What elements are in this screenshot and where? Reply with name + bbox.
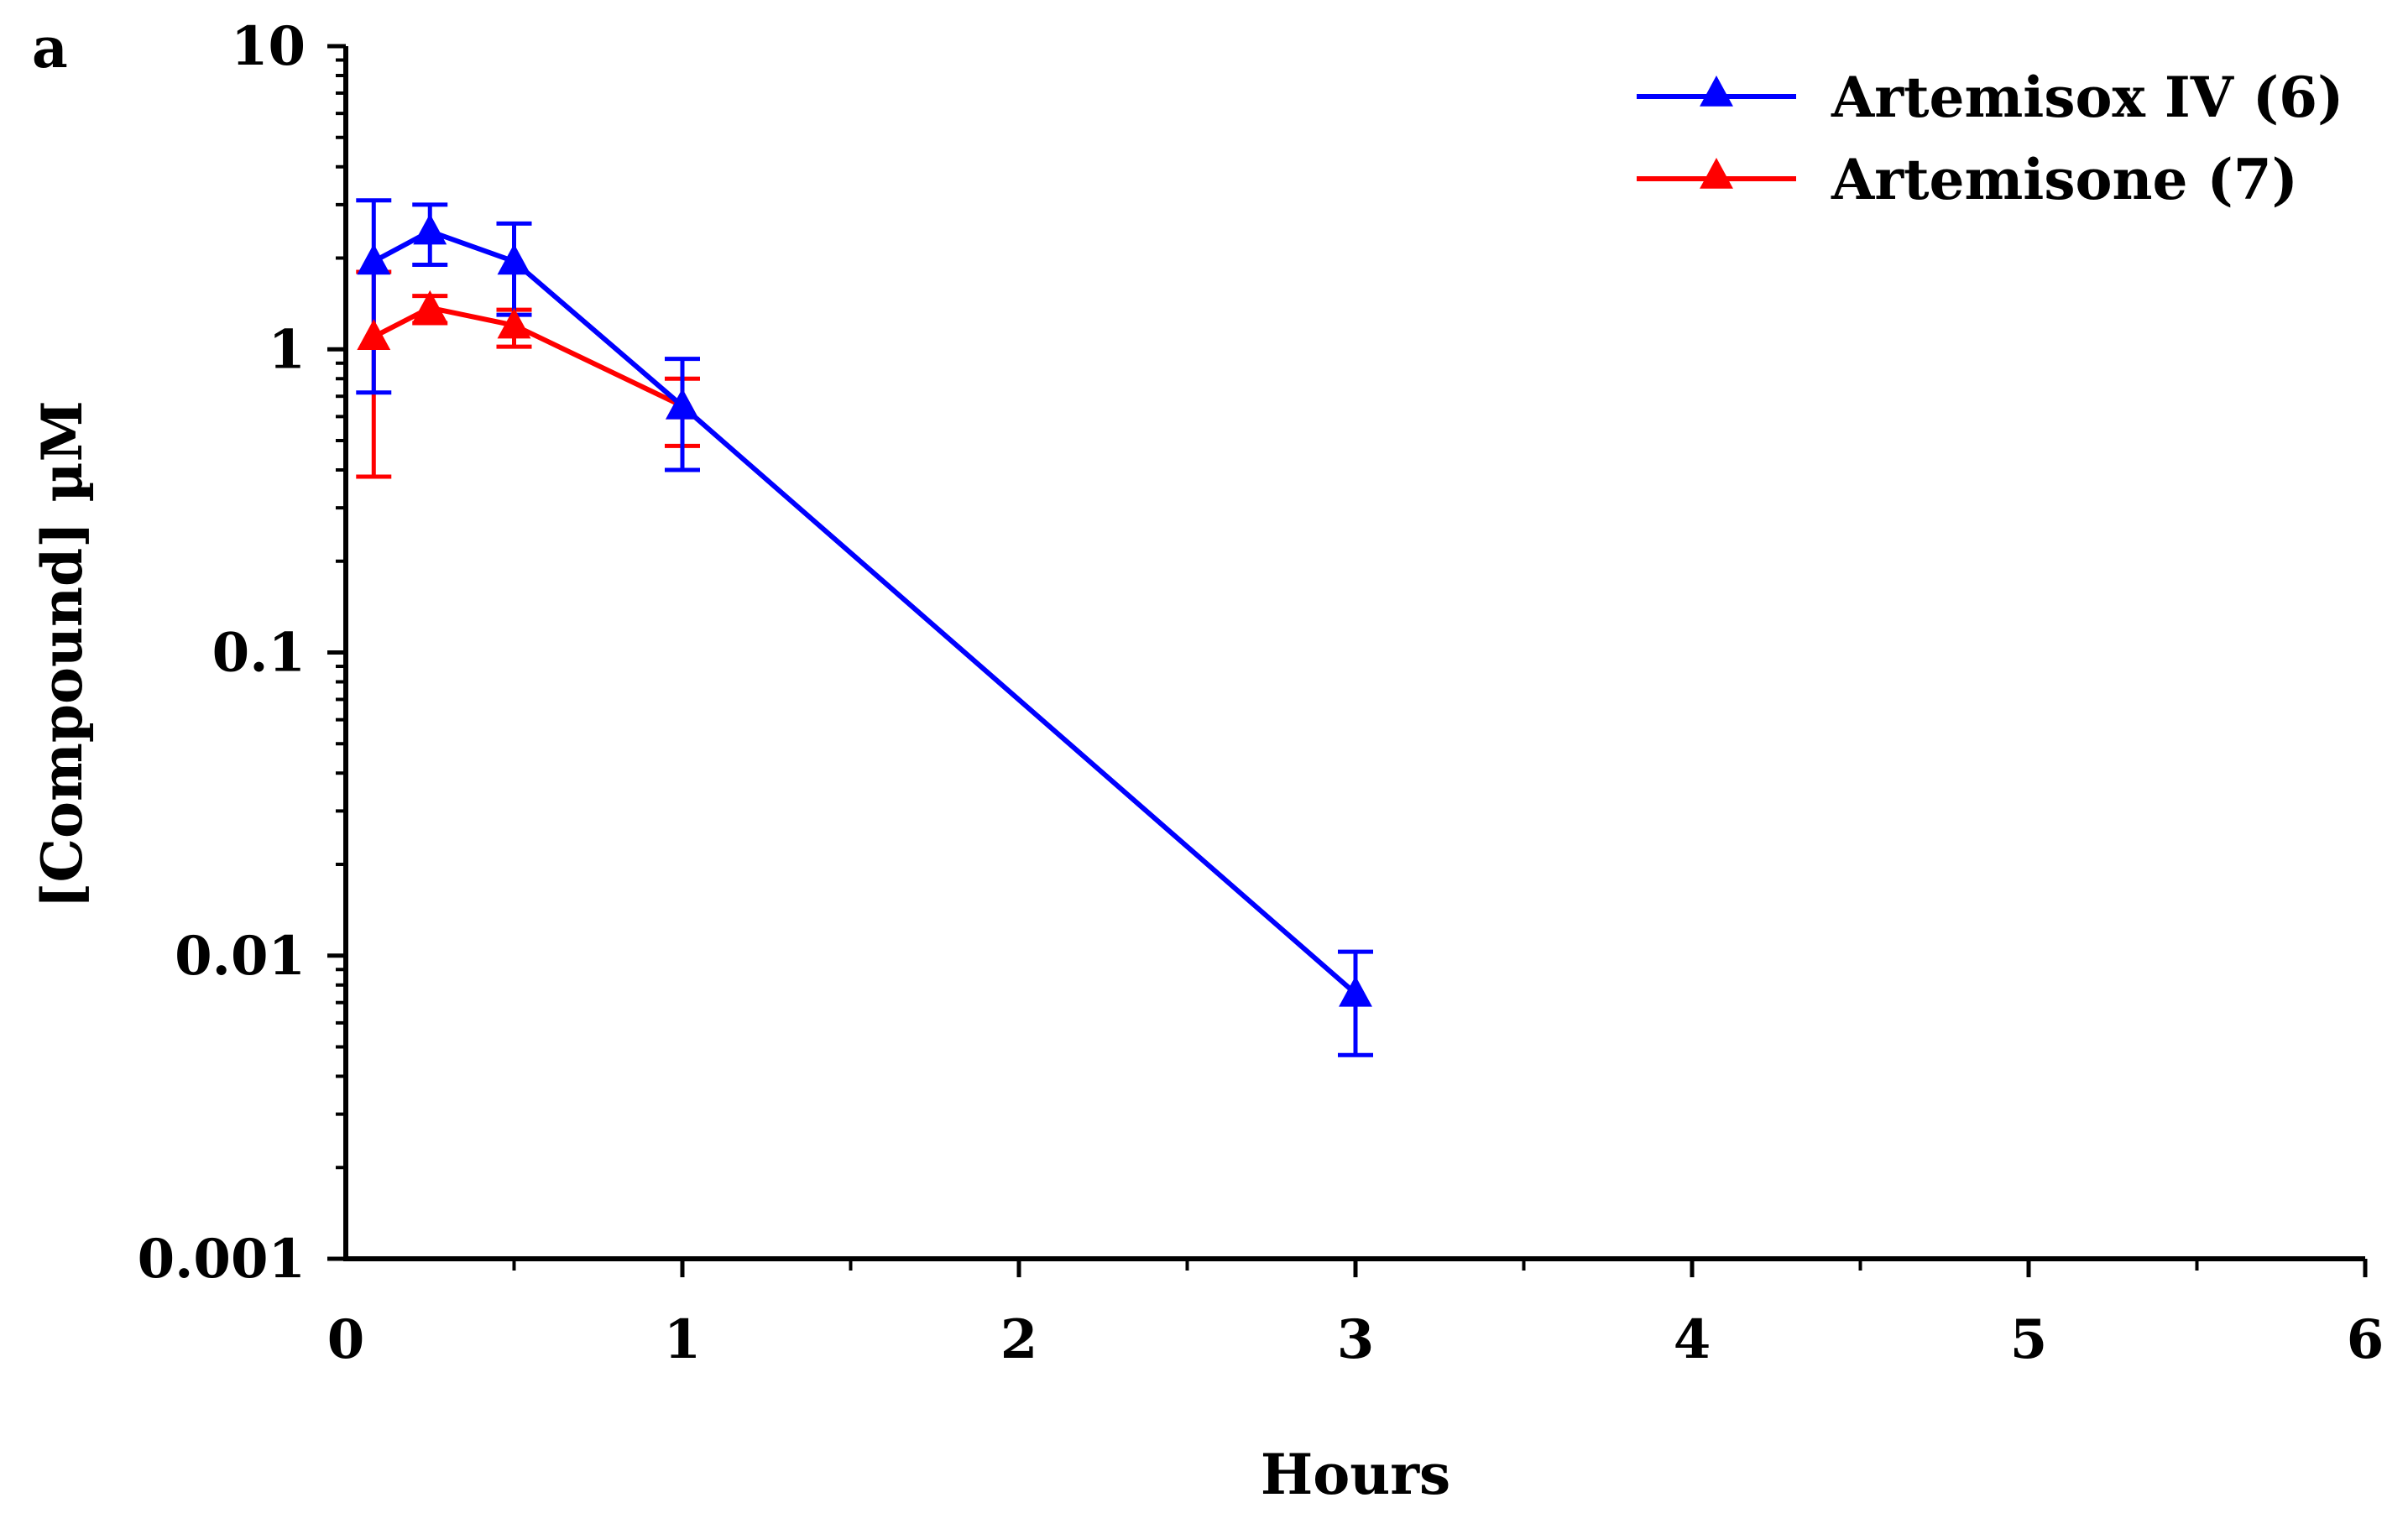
data-point [413,213,447,245]
x-tick-label: 1 [664,1308,702,1371]
x-tick-label: 2 [1000,1308,1038,1371]
x-axis-label: Hours [1261,1442,1450,1507]
data-point [497,243,531,275]
panel-label: a [32,15,68,81]
x-tick-label: 0 [327,1308,365,1371]
data-point [1339,975,1372,1007]
data-point [497,307,531,339]
data-point [666,388,699,420]
y-tick-label: 0.1 [212,622,306,685]
legend-marker [1700,76,1733,107]
axes: 0 1 2 3 4 5 6 0.001 0.01 0.1 1 10 [138,15,2384,1371]
legend: Artemisox IV (6) Artemisone (7) [1637,65,2343,212]
x-tick-label: 3 [1337,1308,1375,1371]
series-line [372,305,684,409]
y-axis-label: [Compound] µM [29,400,95,908]
data-point [357,319,391,351]
legend-marker [1700,158,1733,189]
y-tick-label: 10 [231,15,306,78]
y-tick-label: 0.01 [175,925,306,988]
y-tick-label: 1 [268,318,306,381]
legend-label: Artemisox IV (6) [1831,65,2343,130]
legend-label: Artemisone (7) [1831,147,2298,212]
series-markers [357,213,1372,1007]
y-tick-label: 0.001 [138,1228,306,1291]
x-tick-label: 5 [2010,1308,2048,1371]
x-tick-label: 4 [1674,1308,1711,1371]
x-tick-label: 6 [2347,1308,2384,1371]
data-point [413,290,447,321]
data-point [357,243,391,275]
